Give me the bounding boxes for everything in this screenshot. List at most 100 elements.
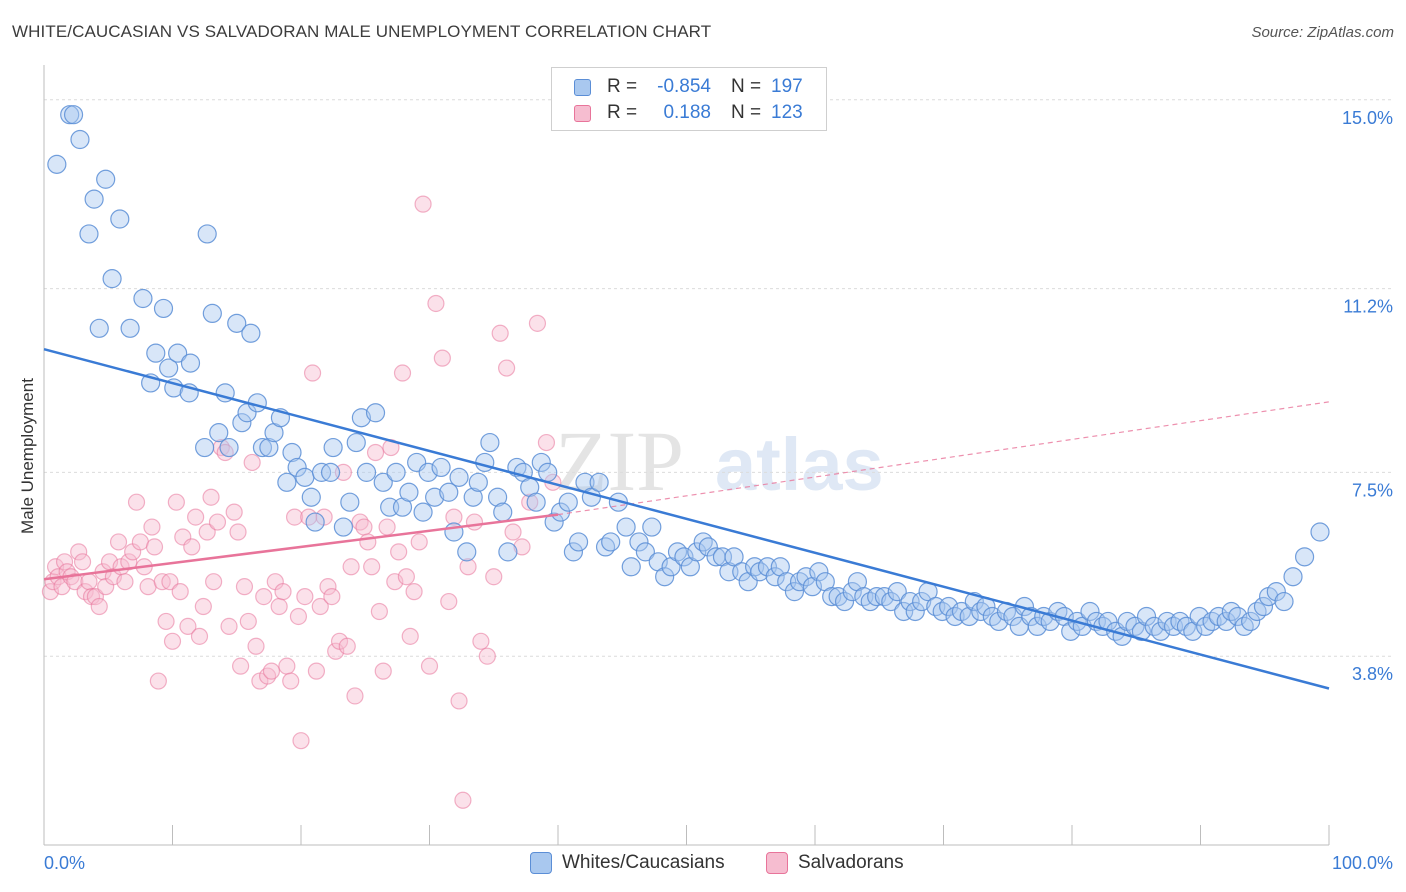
whites-point [905, 601, 925, 622]
salvadorans-point [255, 587, 273, 606]
whites-point [252, 437, 273, 458]
whites-point [1027, 616, 1047, 637]
whites-point [912, 591, 932, 612]
whites-point [1283, 567, 1303, 587]
legend-r-value: 0.188 [663, 102, 711, 123]
whites-point [674, 547, 694, 567]
whites-point [153, 298, 174, 319]
source-label: Source: ZipAtlas.com [1251, 24, 1394, 41]
salvadorans-point [478, 647, 496, 665]
whites-point [945, 606, 965, 627]
salvadorans-point [220, 617, 238, 636]
whites-point [159, 358, 179, 378]
bottom-legend-label-whites: Whites/Caucasians [562, 852, 725, 873]
whites-point [616, 517, 636, 537]
salvadorans-point [410, 533, 428, 551]
whites-point [227, 313, 247, 333]
whites-point [1196, 616, 1216, 637]
whites-point [842, 582, 862, 602]
whites-point [655, 567, 675, 587]
salvadorans-point [359, 533, 377, 551]
whites-point [531, 452, 551, 473]
whites-point [784, 582, 805, 602]
whites-point [1144, 616, 1164, 637]
whites-point [1294, 547, 1315, 567]
whites-point [1189, 606, 1209, 627]
legend-n-label: N = [731, 76, 762, 97]
whites-point [259, 437, 279, 458]
legend-swatch-salvadorans [574, 104, 591, 122]
whites-point [468, 472, 488, 492]
whites-point [110, 209, 130, 229]
legend-row-whites: R = -0.854 N = 197 [574, 75, 803, 99]
whites-point [1241, 611, 1261, 632]
bottom-legend-swatch-salvadorans [766, 852, 788, 874]
salvadorans-point [342, 558, 360, 576]
whites-point [418, 462, 438, 482]
y-tick-label: 11.2% [1343, 297, 1393, 317]
whites-point [301, 487, 321, 507]
y-tick-label: 15.0% [1342, 108, 1393, 128]
whites-point [96, 169, 116, 189]
whites-point [219, 437, 239, 458]
watermark-atlas: atlas [715, 423, 884, 506]
whites-point [765, 567, 785, 587]
whites-point [1131, 621, 1151, 641]
whites-point [881, 591, 901, 612]
whites-point [629, 532, 649, 552]
whites-point [900, 591, 920, 612]
salvadorans-point [80, 573, 98, 591]
whites-point [463, 487, 483, 507]
whites-point [867, 586, 887, 607]
whites-point [63, 105, 84, 125]
whites-point [89, 318, 109, 338]
whites-point [526, 492, 546, 512]
salvadorans-point [355, 518, 373, 536]
salvadorans-point [167, 493, 185, 511]
salvadorans-point [202, 488, 220, 506]
whites-point [1310, 522, 1330, 542]
salvadorans-point [73, 553, 92, 571]
salvadorans-point [70, 543, 88, 561]
whites-point [1266, 582, 1286, 602]
chart-title: WHITE/CAUCASIAN VS SALVADORAN MALE UNEMP… [12, 22, 712, 41]
whites-point [642, 517, 662, 537]
whites-point [241, 323, 261, 343]
legend-n-value: 123 [771, 102, 803, 123]
whites-point [356, 462, 377, 482]
whites-point [667, 542, 688, 562]
whites-point [1274, 591, 1294, 612]
whites-point [887, 582, 907, 602]
salvadorans-point [55, 553, 74, 571]
salvadorans-point [397, 568, 415, 586]
whites-point [538, 462, 558, 482]
whites-point [635, 542, 655, 562]
whites-point [295, 467, 315, 487]
whites-point [439, 482, 459, 502]
whites-point [1253, 596, 1274, 617]
whites-point [431, 457, 451, 478]
bottom-legend-swatch-whites [530, 852, 552, 874]
whites-point [1247, 601, 1267, 622]
salvadorans-point [521, 493, 539, 511]
salvadorans-point [198, 523, 216, 541]
whites-point [568, 532, 589, 552]
salvadorans-point [459, 558, 477, 576]
whites-point [195, 437, 215, 458]
whites-point [621, 557, 641, 577]
whites-point [601, 532, 621, 552]
whites-point [828, 586, 848, 607]
whites-point [323, 437, 343, 458]
salvadorans-point [334, 463, 353, 481]
salvadorans-point [390, 543, 408, 561]
salvadorans-point [323, 587, 341, 606]
whites-point [558, 492, 578, 512]
whites-point [180, 353, 201, 373]
bottom-legend-label-salvadorans: Salvadorans [798, 852, 904, 873]
salvadorans-points [41, 195, 562, 809]
salvadorans-point [86, 587, 105, 606]
whites-point [425, 487, 445, 507]
salvadorans-point [346, 687, 364, 705]
salvadorans-point [179, 617, 197, 636]
salvadorans-point [270, 597, 288, 616]
